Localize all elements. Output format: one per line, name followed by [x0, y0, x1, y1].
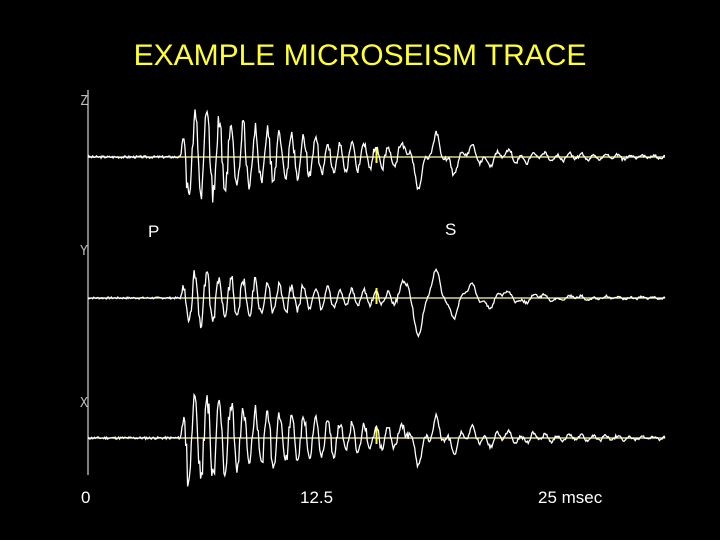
p-wave-label: P — [148, 222, 160, 241]
chart-title: EXAMPLE MICROSEISM TRACE — [133, 39, 587, 72]
x-tick-label-0: 0 — [81, 488, 91, 507]
trace-x — [87, 392, 666, 487]
channel-label-y: Y — [80, 244, 88, 259]
s-wave-label: S — [445, 220, 457, 239]
channel-label-x: X — [80, 396, 88, 411]
x-tick-label-25: 25 msec — [538, 488, 603, 507]
trace-z — [87, 109, 666, 203]
trace-y — [87, 268, 666, 338]
channel-label-z: Z — [80, 94, 88, 109]
x-tick-label-12-5: 12.5 — [300, 488, 334, 507]
